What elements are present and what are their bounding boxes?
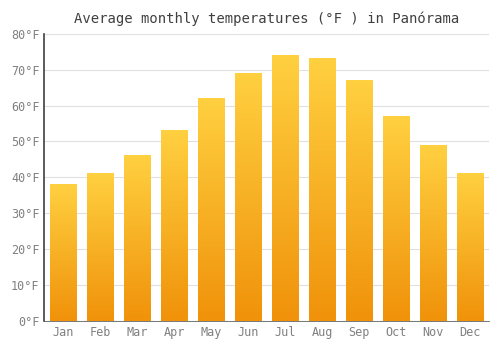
Title: Average monthly temperatures (°F ) in Panórama: Average monthly temperatures (°F ) in Pa… [74, 11, 460, 26]
